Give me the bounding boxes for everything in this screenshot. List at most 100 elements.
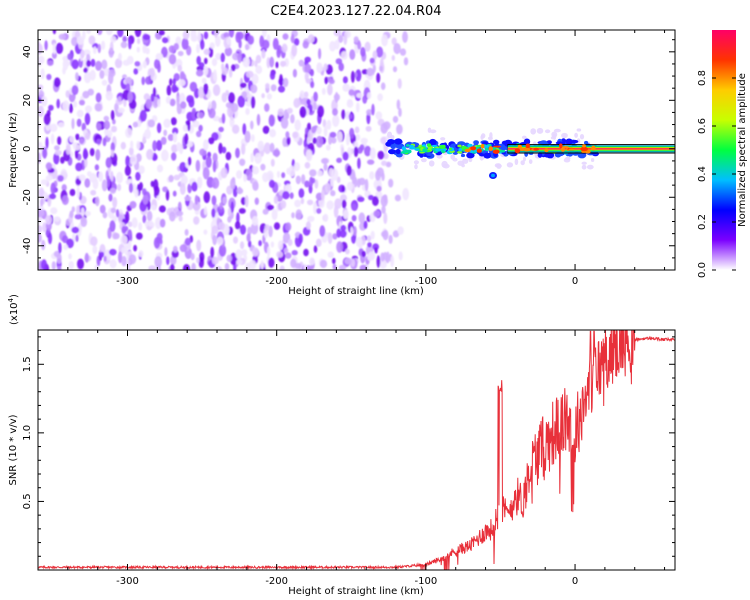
heatmap-cell: [236, 259, 243, 265]
heatmap-cell: [193, 216, 200, 225]
heatmap-cell: [271, 209, 278, 221]
heatmap-cell: [304, 127, 309, 135]
heatmap-cell: [134, 30, 142, 38]
heatmap-cell: [336, 228, 342, 238]
heatmap-cell: [125, 127, 133, 138]
heatmap-cell: [45, 136, 49, 149]
heatmap-cell: [421, 158, 427, 163]
heatmap-cell: [317, 105, 324, 118]
heatmap-cell: [391, 37, 397, 46]
heatmap-cell: [110, 35, 117, 43]
heatmap-cell: [164, 247, 168, 257]
heatmap-cell: [146, 210, 153, 222]
heatmap-cell: [92, 245, 98, 254]
heatmap-cell: [227, 216, 232, 223]
heatmap-cell: [290, 114, 295, 124]
heatmap-cell: [106, 175, 111, 188]
heatmap-cell: [343, 209, 349, 220]
heatmap-cell: [120, 141, 127, 150]
heatmap-cell: [290, 258, 297, 268]
heatmap-cell: [523, 156, 526, 162]
heatmap-cell: [151, 204, 156, 211]
heatmap-cell: [285, 131, 290, 139]
heatmap-cell: [230, 103, 239, 113]
heatmap-cell: [131, 217, 138, 229]
heatmap-cell: [372, 243, 380, 251]
heatmap-cell: [282, 77, 289, 88]
heatmap-cell: [376, 255, 381, 268]
heatmap-cell: [332, 114, 340, 127]
heatmap-cell: [191, 181, 198, 192]
heatmap-cell: [208, 46, 214, 58]
heatmap-cell: [142, 188, 147, 196]
heatmap-cell: [461, 163, 465, 168]
heatmap-cell: [321, 87, 326, 95]
heatmap-cell: [266, 170, 274, 182]
heatmap-cell: [51, 261, 56, 270]
heatmap-cell: [169, 211, 176, 222]
heatmap-cell: [491, 173, 495, 178]
heatmap-cell: [387, 131, 393, 139]
heatmap-cell: [236, 212, 240, 224]
heatmap-cell: [75, 133, 80, 141]
heatmap-cell: [285, 112, 290, 120]
heatmap-cell: [291, 33, 295, 44]
heatmap-cell: [161, 149, 169, 162]
heatmap-cell: [95, 60, 102, 71]
heatmap-cell: [305, 221, 311, 230]
heatmap-cell: [155, 53, 164, 61]
heatmap-cell: [562, 146, 569, 149]
heatmap-cell: [131, 183, 137, 194]
heatmap-cell: [148, 265, 156, 270]
x-tick-label: -300: [116, 576, 139, 587]
heatmap-cell: [584, 140, 589, 145]
heatmap-cell: [211, 58, 218, 67]
heatmap-cell: [369, 147, 376, 160]
heatmap-cell: [179, 244, 188, 253]
heatmap-cell: [52, 42, 57, 55]
heatmap-cell: [172, 132, 178, 143]
heatmap-cell: [299, 90, 305, 99]
heatmap-cell: [203, 48, 210, 56]
heatmap-cell: [203, 31, 209, 40]
heatmap-cell: [128, 254, 137, 265]
heatmap-cell: [237, 52, 242, 64]
heatmap-cell: [168, 174, 174, 183]
heatmap-cell: [148, 220, 154, 227]
heatmap-cell: [225, 225, 230, 236]
heatmap-cell: [69, 103, 73, 114]
heatmap-cell: [313, 91, 318, 102]
heatmap-cell: [81, 122, 87, 132]
x-tick-label: 0: [572, 576, 578, 587]
heatmap-cell: [177, 50, 184, 57]
heatmap-cell: [329, 41, 336, 52]
heatmap-cell: [111, 125, 117, 133]
heatmap-cell: [38, 84, 44, 91]
heatmap-cell: [544, 129, 551, 134]
heatmap-cell: [184, 229, 189, 236]
heatmap-cell: [53, 250, 61, 258]
heatmap-cell: [69, 188, 76, 197]
heatmap-cell: [213, 69, 217, 82]
heatmap-cell: [147, 119, 155, 128]
heatmap-cell: [382, 194, 388, 201]
heatmap-cell: [196, 69, 204, 77]
heatmap-cell: [401, 146, 406, 151]
heatmap-cell: [270, 241, 275, 248]
heatmap-cell: [269, 56, 275, 68]
heatmap-cell: [199, 39, 205, 50]
heatmap-cell: [328, 78, 335, 85]
heatmap-cell: [223, 32, 230, 39]
heatmap-cell: [528, 159, 533, 165]
heatmap-cell: [328, 135, 332, 146]
heatmap-cell: [342, 76, 348, 84]
heatmap-cell: [73, 144, 81, 151]
colorbar-label: Normalized spectral amplitude: [737, 73, 748, 227]
heatmap-cell: [269, 129, 276, 138]
heatmap-cell: [355, 134, 361, 141]
heatmap-cell: [128, 182, 134, 193]
heatmap-cell: [62, 235, 69, 244]
heatmap-cell: [330, 177, 334, 187]
heatmap-cell: [470, 146, 477, 151]
heatmap-cell: [115, 209, 120, 218]
